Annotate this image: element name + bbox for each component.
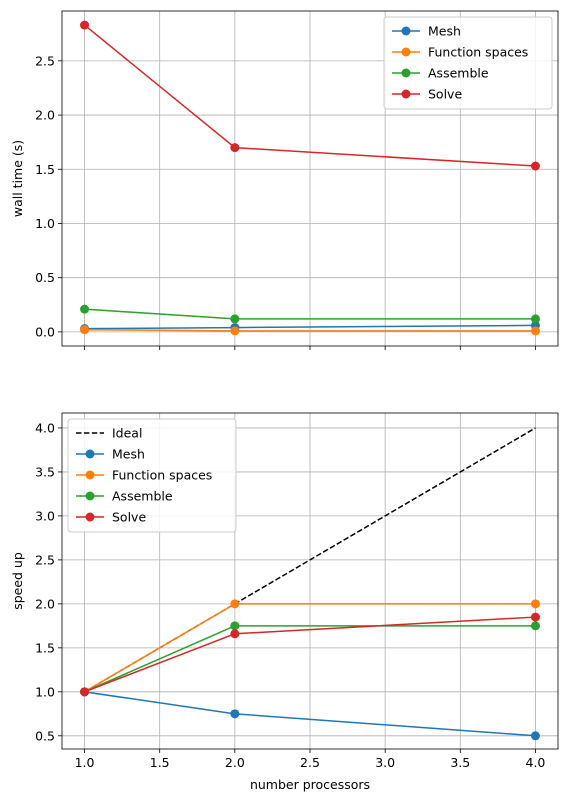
data-point-solve — [530, 612, 540, 622]
y-tick-label: 0.5 — [35, 728, 55, 743]
legend-marker-solve — [401, 89, 411, 99]
y-tick-label: 3.0 — [35, 508, 55, 523]
data-point-solve — [80, 687, 90, 697]
x-axis-label: number processors — [250, 777, 370, 792]
x-tick-label: 3.5 — [450, 755, 470, 770]
data-point-function-spaces — [80, 325, 90, 335]
y-tick-label: 3.5 — [35, 464, 55, 479]
data-point-assemble — [530, 314, 540, 324]
y-axis-label: wall time (s) — [10, 140, 25, 217]
y-tick-label: 0.0 — [35, 324, 55, 339]
wall-time-plot: 0.0 0.5 1.0 1.5 2.0 2.5 wall time (s) Mesh Funct… — [10, 10, 559, 350]
legend-marker-function-spaces — [85, 470, 95, 480]
legend: Ideal Mesh Function spaces Assemble Solve — [67, 418, 237, 533]
legend: Mesh Function spaces Assemble Solve — [383, 16, 553, 110]
legend-label-function-spaces: Function spaces — [428, 45, 528, 60]
y-tick-label: 2.5 — [35, 53, 55, 68]
data-point-function-spaces — [230, 599, 240, 609]
data-point-assemble — [230, 314, 240, 324]
y-tick-label: 1.5 — [35, 640, 55, 655]
data-point-solve — [230, 143, 240, 153]
legend-marker-function-spaces — [401, 47, 411, 57]
legend-marker-assemble — [85, 491, 95, 501]
data-point-solve — [80, 20, 90, 30]
y-tick-label: 2.5 — [35, 552, 55, 567]
data-point-assemble — [230, 621, 240, 631]
data-point-function-spaces — [230, 326, 240, 336]
data-point-mesh — [230, 709, 240, 719]
legend-box — [67, 418, 237, 533]
data-point-mesh — [530, 731, 540, 741]
legend-marker-assemble — [401, 68, 411, 78]
legend-label-assemble: Assemble — [112, 489, 173, 504]
legend-label-solve: Solve — [428, 87, 462, 102]
y-tick-label: 2.0 — [35, 596, 55, 611]
y-tick-label: 1.0 — [35, 216, 55, 231]
data-point-assemble — [530, 621, 540, 631]
x-tick-label: 4.0 — [526, 755, 546, 770]
x-tick-label: 2.0 — [225, 755, 245, 770]
y-tick-label: 4.0 — [35, 420, 55, 435]
legend-label-mesh: Mesh — [428, 24, 461, 39]
legend-label-solve: Solve — [112, 510, 146, 525]
y-tick-label: 0.5 — [35, 270, 55, 285]
legend-marker-mesh — [401, 26, 411, 36]
data-point-solve — [230, 629, 240, 639]
data-point-solve — [530, 161, 540, 171]
speed-up-plot: 1.0 1.5 2.0 2.5 3.0 3.5 4.0 0.5 1.0 1.5 2.0 2.5 3.0 3… — [10, 412, 559, 792]
data-point-function-spaces — [530, 599, 540, 609]
x-tick-label: 1.5 — [150, 755, 170, 770]
y-tick-label: 1.0 — [35, 684, 55, 699]
legend-label-assemble: Assemble — [428, 66, 489, 81]
data-point-function-spaces — [530, 326, 540, 336]
x-tick-label: 3.0 — [375, 755, 395, 770]
legend-marker-solve — [85, 512, 95, 522]
legend-box — [383, 16, 553, 110]
x-tick-label: 1.0 — [75, 755, 95, 770]
legend-label-function-spaces: Function spaces — [112, 468, 212, 483]
y-axis-label: speed up — [10, 552, 25, 610]
legend-label-ideal: Ideal — [112, 426, 142, 441]
x-tick-label: 2.5 — [300, 755, 320, 770]
y-tick-label: 2.0 — [35, 108, 55, 123]
legend-label-mesh: Mesh — [112, 447, 145, 462]
y-tick-label: 1.5 — [35, 162, 55, 177]
data-point-assemble — [80, 304, 90, 314]
legend-marker-mesh — [85, 449, 95, 459]
